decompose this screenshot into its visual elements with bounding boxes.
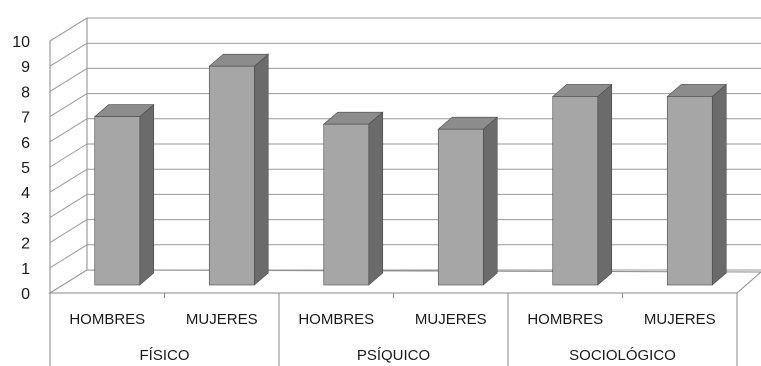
bar-side xyxy=(368,111,384,286)
bar-side xyxy=(711,83,727,286)
bar xyxy=(437,128,484,286)
y-tick-label: 6 xyxy=(21,135,30,152)
gridline-depth xyxy=(49,244,88,269)
y-tick-label: 1 xyxy=(21,261,30,278)
y-tick-label: 3 xyxy=(21,210,30,227)
gridlines xyxy=(49,17,761,294)
bar-side xyxy=(139,103,155,286)
bar-side xyxy=(482,116,498,286)
gridline-depth xyxy=(49,219,88,244)
y-tick-label: 10 xyxy=(12,34,30,51)
x-category-label: MUJERES xyxy=(186,311,258,328)
gridline-depth xyxy=(49,93,88,118)
floor xyxy=(48,269,761,294)
x-category-label: MUJERES xyxy=(644,311,716,328)
y-tick-label: 5 xyxy=(21,160,30,177)
gridline-depth xyxy=(49,193,88,218)
bar-side xyxy=(597,83,613,286)
gridline-depth xyxy=(49,269,88,294)
bar xyxy=(552,96,599,286)
gridline-depth xyxy=(49,168,88,193)
bar xyxy=(323,123,370,286)
y-tick-label: 2 xyxy=(21,236,30,253)
bar-side xyxy=(253,53,269,286)
bars xyxy=(93,53,728,286)
y-tick-label: 9 xyxy=(21,59,30,76)
gridline-depth xyxy=(49,67,88,92)
chart-walls xyxy=(48,17,761,294)
y-tick-label: 4 xyxy=(21,185,30,202)
gridline-depth xyxy=(49,118,88,143)
bar xyxy=(208,65,255,286)
y-tick-label: 7 xyxy=(21,110,30,127)
y-tick-label: 8 xyxy=(21,84,30,101)
x-category-label: HOMBRES xyxy=(527,311,603,328)
gridline-depth xyxy=(49,42,88,67)
x-group-label: SOCIOLÓGICO xyxy=(569,347,676,364)
gridline-depth xyxy=(49,143,88,168)
bar xyxy=(94,116,141,286)
y-axis-ticks: 0 1 2 3 4 5 6 7 8 9 10 xyxy=(12,34,30,303)
x-category-label: MUJERES xyxy=(415,311,487,328)
x-axis: HOMBRES MUJERES FÍSICO HOMBRES MUJERES PSÍQUI… xyxy=(49,292,738,366)
bar xyxy=(666,96,713,286)
x-group-label: FÍSICO xyxy=(139,347,189,364)
y-tick-label: 0 xyxy=(21,286,30,303)
x-category-label: HOMBRES xyxy=(298,311,374,328)
gridline-depth xyxy=(49,17,88,42)
x-group-label: PSÍQUICO xyxy=(357,347,430,364)
x-category-label: HOMBRES xyxy=(69,311,145,328)
